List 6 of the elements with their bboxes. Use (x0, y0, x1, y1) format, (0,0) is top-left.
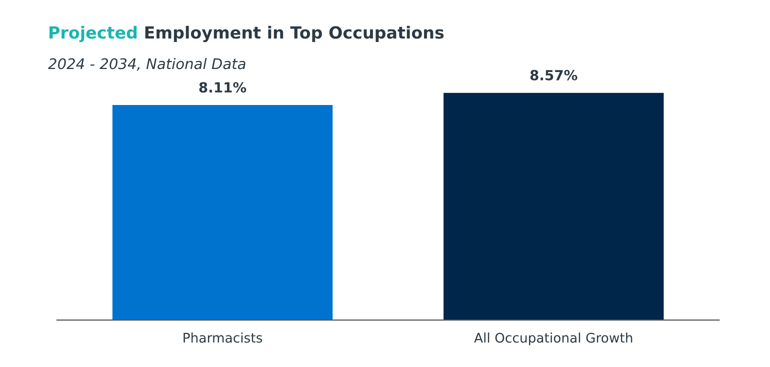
x-tick-label: Pharmacists (184, 332, 262, 343)
x-tick-label: All Occupational Growth (474, 332, 632, 346)
data-label: 8.57% (530, 70, 578, 80)
data-label: 8.11% (199, 82, 246, 93)
chart-title: Projected Employment in Top Occupations (50, 26, 444, 42)
chart-subtitle: 2024 - 2034, National Data (48, 58, 246, 71)
